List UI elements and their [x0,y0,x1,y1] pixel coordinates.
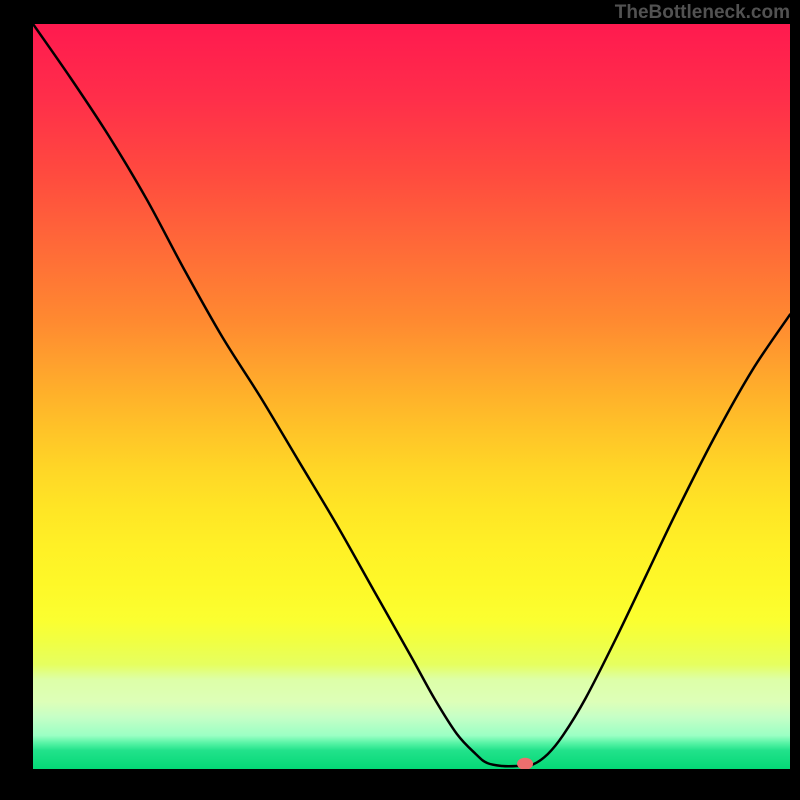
watermark-text: TheBottleneck.com [615,2,790,24]
chart-svg [33,24,790,769]
chart-container [33,24,790,769]
